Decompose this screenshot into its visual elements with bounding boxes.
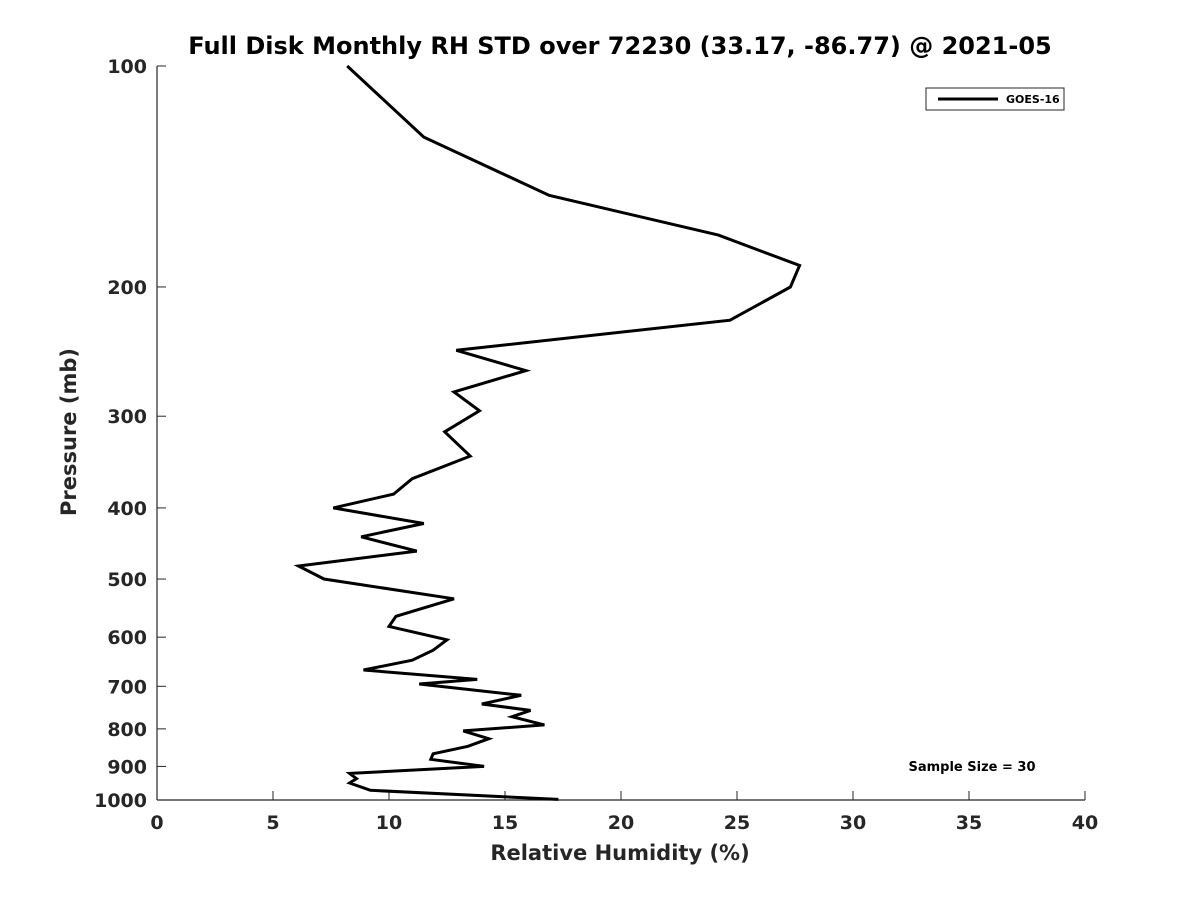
x-tick-label: 5 [266, 812, 279, 834]
y-tick-label: 200 [107, 277, 147, 299]
sample-size-annotation: Sample Size = 30 [908, 760, 1035, 775]
y-tick-label: 500 [107, 569, 147, 591]
chart-title: Full Disk Monthly RH STD over 72230 (33.… [188, 32, 1051, 60]
x-tick-label: 20 [608, 812, 634, 834]
x-tick-label: 25 [724, 812, 750, 834]
y-tick-label: 600 [107, 627, 147, 649]
x-axis-label: Relative Humidity (%) [490, 841, 749, 865]
y-tick-label: 900 [107, 756, 147, 778]
y-tick-label: 800 [107, 719, 147, 741]
legend: GOES-16 [925, 87, 1065, 111]
x-tick-label: 35 [956, 812, 982, 834]
y-tick-label: 400 [107, 498, 147, 520]
y-axis-label: Pressure (mb) [57, 348, 81, 516]
y-tick-label: 300 [107, 406, 147, 428]
x-tick-label: 30 [840, 812, 866, 834]
y-tick-label: 100 [107, 56, 147, 78]
series-line-goes-16 [293, 64, 802, 801]
axes: 0 5 10 15 20 25 30 35 40 100 200 300 400 500 600 700 800… [94, 56, 1098, 834]
legend-entry-label: GOES-16 [1006, 93, 1060, 106]
x-tick-label: 40 [1072, 812, 1098, 834]
series-layer [293, 64, 802, 801]
x-tick-label: 10 [376, 812, 402, 834]
x-tick-label: 15 [492, 812, 518, 834]
y-tick-label: 700 [107, 676, 147, 698]
x-tick-label: 0 [150, 812, 163, 834]
y-tick-label: 1000 [94, 790, 147, 812]
